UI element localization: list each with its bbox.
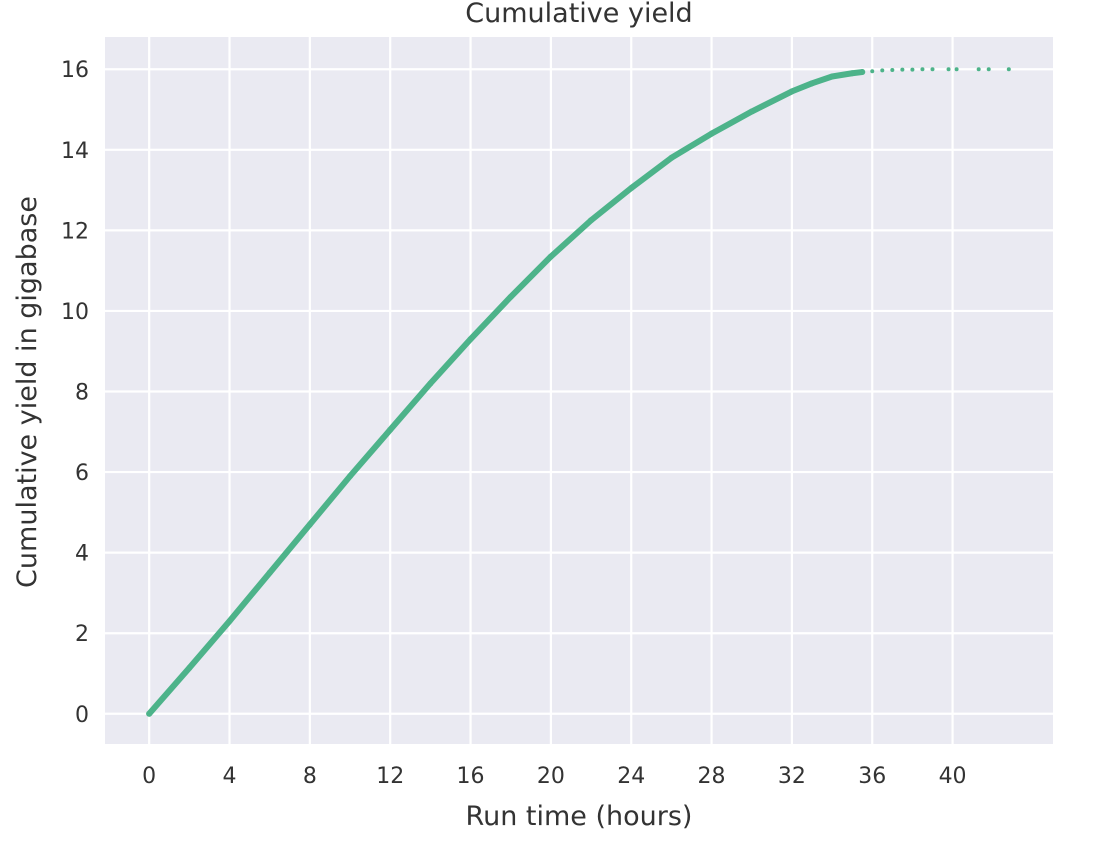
data-point (1006, 67, 1011, 72)
data-point (628, 185, 635, 192)
x-tick-label: 32 (778, 764, 806, 789)
data-point (226, 618, 233, 625)
x-axis-label: Run time (hours) (466, 801, 693, 832)
data-point (588, 217, 595, 224)
y-tick-label: 12 (61, 219, 89, 244)
data-point (186, 664, 193, 671)
data-point (986, 67, 991, 72)
data-point (347, 473, 354, 480)
x-tick-label: 4 (223, 764, 237, 789)
x-tick-labels: 0 4 8 12 16 20 24 28 32 36 40 (142, 764, 966, 789)
y-tick-label: 6 (75, 461, 89, 486)
data-point (748, 108, 755, 115)
data-point (920, 67, 925, 72)
y-gridlines (105, 68, 1053, 715)
data-point (146, 710, 153, 717)
data-point (788, 88, 795, 95)
x-tick-label: 20 (537, 764, 565, 789)
y-tick-label: 0 (75, 703, 89, 728)
y-tick-label: 16 (61, 58, 89, 83)
data-point (900, 67, 905, 72)
y-tick-label: 2 (75, 622, 89, 647)
y-tick-label: 4 (75, 542, 89, 567)
x-tick-label: 28 (698, 764, 726, 789)
data-point (668, 154, 675, 161)
data-point (547, 253, 554, 260)
data-point (890, 68, 895, 73)
y-tick-label: 10 (61, 300, 89, 325)
x-tick-label: 16 (457, 764, 485, 789)
y-axis-label: Cumulative yield in gigabase (12, 196, 43, 588)
data-point (467, 336, 474, 343)
data-point (829, 73, 836, 80)
data-point (859, 69, 866, 76)
x-tick-label: 24 (617, 764, 645, 789)
chart-title: Cumulative yield (465, 0, 692, 29)
data-point (849, 70, 856, 77)
x-tick-label: 40 (939, 764, 967, 789)
data-point (880, 68, 885, 73)
data-point (507, 293, 514, 300)
data-point (808, 80, 815, 87)
series-points (146, 67, 1011, 717)
data-point (387, 426, 394, 433)
data-point (910, 67, 915, 72)
data-point (870, 69, 875, 74)
data-point (306, 521, 313, 528)
y-tick-labels: 0 2 4 6 8 10 12 14 16 (61, 58, 89, 728)
y-tick-label: 14 (61, 139, 89, 164)
data-point (266, 569, 273, 576)
data-point (976, 67, 981, 72)
x-tick-label: 36 (858, 764, 886, 789)
data-point (954, 67, 959, 72)
y-tick-label: 8 (75, 381, 89, 406)
data-point (946, 67, 951, 72)
x-tick-label: 8 (303, 764, 317, 789)
data-point (708, 130, 715, 137)
data-point (930, 67, 935, 72)
x-tick-label: 12 (376, 764, 404, 789)
data-point (427, 380, 434, 387)
x-tick-label: 0 (142, 764, 156, 789)
